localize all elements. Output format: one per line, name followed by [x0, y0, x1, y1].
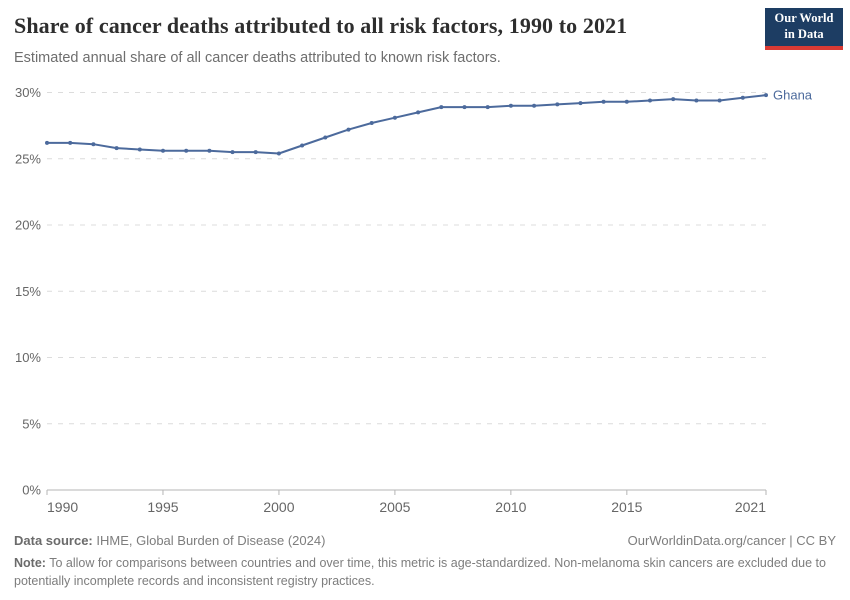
data-point[interactable]: [68, 140, 73, 145]
chart-note: Note: To allow for comparisons between c…: [14, 555, 826, 590]
data-point[interactable]: [601, 99, 606, 104]
data-point[interactable]: [532, 103, 537, 108]
data-point[interactable]: [369, 121, 374, 125]
owid-logo-line1: Our World: [774, 11, 834, 26]
source-row: Data source: IHME, Global Burden of Dise…: [14, 533, 836, 553]
x-tick-label: 2021: [735, 499, 766, 515]
data-point[interactable]: [184, 148, 189, 153]
x-tick-label: 2015: [611, 499, 642, 515]
data-point[interactable]: [439, 105, 444, 110]
data-point[interactable]: [717, 98, 722, 103]
attribution-link[interactable]: OurWorldinData.org/cancer | CC BY: [627, 533, 836, 548]
data-point[interactable]: [207, 148, 212, 153]
y-tick-label: 10%: [15, 350, 41, 365]
y-tick-label: 25%: [15, 151, 41, 166]
y-tick-label: 30%: [15, 85, 41, 100]
series-end-label[interactable]: Ghana: [773, 88, 813, 103]
chart-footer: Data source: IHME, Global Burden of Dise…: [14, 533, 836, 588]
data-point[interactable]: [137, 147, 142, 152]
data-point[interactable]: [508, 103, 513, 108]
data-source: Data source: IHME, Global Burden of Dise…: [14, 533, 325, 548]
data-point[interactable]: [764, 93, 768, 98]
data-point[interactable]: [230, 150, 235, 155]
data-point[interactable]: [276, 151, 281, 156]
data-point[interactable]: [416, 110, 421, 115]
data-point[interactable]: [462, 105, 467, 110]
chart-subtitle: Estimated annual share of all cancer dea…: [14, 50, 501, 66]
note-text: To allow for comparisons between countri…: [14, 556, 826, 588]
owid-logo[interactable]: Our World in Data: [765, 8, 843, 50]
data-point[interactable]: [578, 101, 583, 106]
data-point[interactable]: [694, 98, 699, 103]
x-tick-label: 2010: [495, 499, 526, 515]
data-point[interactable]: [392, 115, 397, 120]
data-point[interactable]: [253, 150, 258, 155]
data-point[interactable]: [671, 97, 676, 102]
x-tick-label: 2005: [379, 499, 410, 515]
data-source-label: Data source:: [14, 533, 93, 548]
series-line[interactable]: [46, 94, 767, 155]
y-tick-label: 0%: [22, 483, 41, 498]
data-point[interactable]: [45, 140, 49, 145]
y-tick-label: 15%: [15, 284, 41, 299]
data-point[interactable]: [346, 127, 351, 132]
data-point[interactable]: [485, 105, 490, 110]
data-source-text: IHME, Global Burden of Disease (2024): [92, 533, 326, 548]
data-point[interactable]: [740, 95, 745, 100]
x-tick-label: 1990: [47, 499, 78, 515]
data-point[interactable]: [555, 102, 560, 107]
data-point[interactable]: [114, 146, 119, 151]
data-point[interactable]: [91, 142, 96, 147]
y-tick-label: 20%: [15, 218, 41, 233]
data-point[interactable]: [161, 148, 165, 153]
data-point[interactable]: [323, 135, 328, 140]
x-tick-label: 2000: [263, 499, 294, 515]
line-chart[interactable]: 0% 5% 10% 15% 20% 25% 30% 1990 1995 2000 2005 2010 2…: [0, 75, 850, 525]
page-title: Share of cancer deaths attributed to all…: [14, 13, 628, 38]
x-tick-label: 1995: [147, 499, 178, 515]
owid-logo-line2: in Data: [784, 27, 824, 41]
note-label: Note:: [14, 556, 46, 570]
data-point[interactable]: [648, 98, 652, 103]
y-tick-label: 5%: [22, 416, 41, 431]
data-point[interactable]: [624, 99, 629, 104]
data-point[interactable]: [300, 143, 305, 148]
